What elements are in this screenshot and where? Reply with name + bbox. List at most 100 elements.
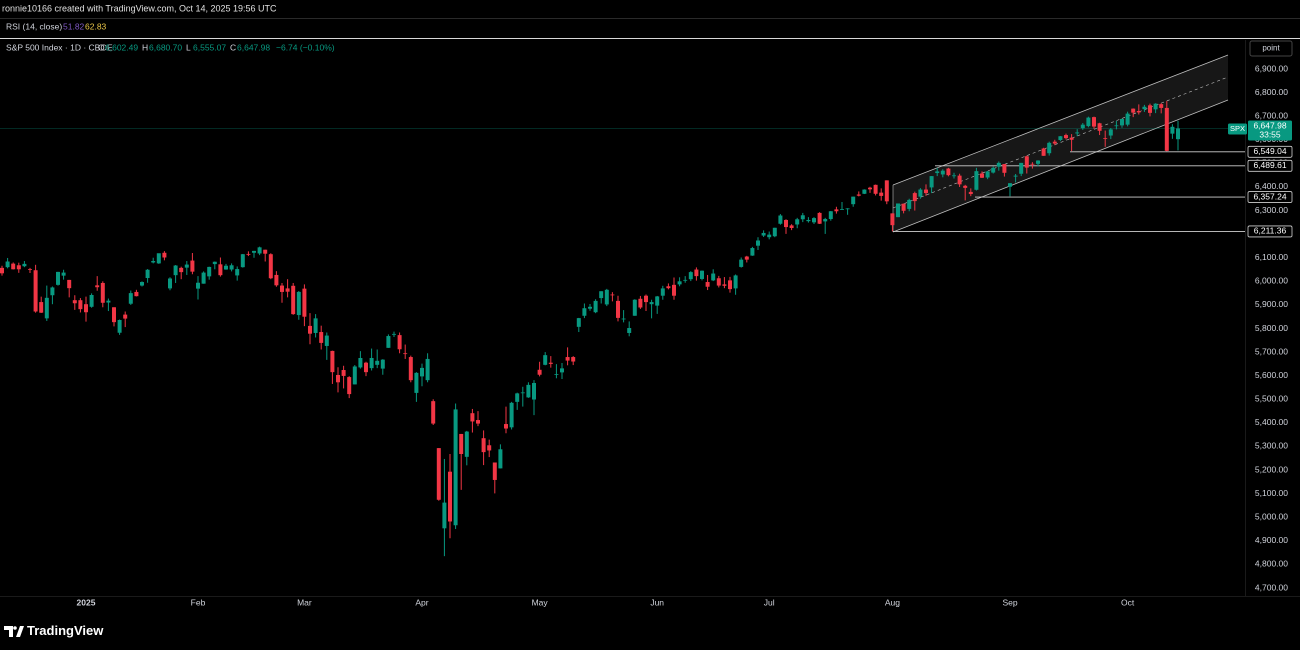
point-button-label[interactable]: point xyxy=(1262,44,1280,53)
legend-key: H xyxy=(142,42,148,52)
candle-body xyxy=(1114,125,1119,127)
candle-body xyxy=(632,299,637,316)
candle-body xyxy=(554,374,559,375)
candle-body xyxy=(257,247,262,254)
candle-body xyxy=(308,325,312,334)
candle-body xyxy=(739,259,744,267)
brand-logo xyxy=(4,626,24,637)
brand: TradingView xyxy=(4,623,104,638)
candle-body xyxy=(67,279,72,289)
candle-body xyxy=(481,438,486,453)
symbol-title: S&P 500 Index · 1D · CBOE xyxy=(6,42,113,52)
candle-body xyxy=(498,449,503,469)
candle-body xyxy=(319,332,324,343)
x-tick-label: Apr xyxy=(415,597,428,607)
candle-body xyxy=(974,171,979,190)
candle-body xyxy=(660,288,665,296)
candle-body xyxy=(924,189,928,194)
candle-body xyxy=(240,254,245,268)
candle-body xyxy=(313,318,318,333)
candle-body xyxy=(744,256,749,260)
candle-body xyxy=(414,372,419,393)
price-line-label: 6,489.61 xyxy=(1253,160,1286,170)
candle-body xyxy=(431,401,436,424)
ohlc-legend: O 6,602.49 H 6,680.70 L 6,555.07 C 6,647.98 −6.7… xyxy=(98,42,335,52)
x-tick-label: 2025 xyxy=(77,597,96,607)
candle-body xyxy=(1080,124,1085,129)
candle-body xyxy=(442,502,447,529)
candle-body xyxy=(526,384,531,398)
candle-body xyxy=(593,300,598,313)
candle-body xyxy=(246,253,251,255)
candle-body xyxy=(996,162,1001,167)
candle-body xyxy=(907,199,912,209)
candle-body xyxy=(39,302,44,313)
candle-body xyxy=(72,300,77,304)
candle-body xyxy=(929,176,934,188)
candle-body xyxy=(957,175,962,185)
candle-body xyxy=(509,402,514,428)
candle-body xyxy=(1092,117,1096,127)
candle-body xyxy=(476,420,480,424)
price-line-tag xyxy=(1247,191,1293,203)
candle-body xyxy=(117,320,122,333)
candle-body xyxy=(1159,104,1164,108)
candle-body xyxy=(156,253,161,264)
candle-body xyxy=(884,180,889,202)
candle-body xyxy=(212,261,217,265)
candle-body xyxy=(504,424,508,429)
candle-body xyxy=(548,362,553,364)
candle-body xyxy=(1176,128,1180,140)
candle-body xyxy=(151,261,156,263)
candle-body xyxy=(1030,163,1035,165)
candle-body xyxy=(0,267,5,274)
legend-change: −6.74 (−0.10%) xyxy=(276,42,335,52)
candle-body xyxy=(420,367,424,377)
y-tick-label: 6,800.00 xyxy=(1255,87,1288,97)
candle-body xyxy=(767,234,772,238)
candle-body xyxy=(386,336,391,348)
y-tick-label: 4,700.00 xyxy=(1255,582,1288,592)
x-tick-label: Feb xyxy=(191,597,206,607)
candle-body xyxy=(352,366,357,385)
candle-body xyxy=(392,333,396,335)
candle-body xyxy=(532,382,536,400)
candle-body xyxy=(28,269,32,270)
legend-key: O xyxy=(98,42,105,52)
candle-body xyxy=(683,279,688,281)
candle-body xyxy=(341,370,346,376)
candle-body xyxy=(1036,160,1040,164)
y-tick-label: 5,000.00 xyxy=(1255,511,1288,521)
candle-body xyxy=(397,335,402,350)
candle-body xyxy=(1148,105,1152,113)
candle-body xyxy=(252,250,256,253)
legend-value: 6,680.70 xyxy=(149,42,182,52)
candle-body xyxy=(347,377,352,395)
candle-body xyxy=(229,265,234,270)
candle-body xyxy=(145,269,150,279)
candle-body xyxy=(677,281,682,285)
x-tick-label: Sep xyxy=(1002,597,1017,607)
candle-body xyxy=(487,445,492,451)
candle-body xyxy=(873,184,878,194)
candles xyxy=(0,101,1180,557)
y-tick-label: 6,400.00 xyxy=(1255,181,1288,191)
candle-body xyxy=(750,248,755,256)
candle-body xyxy=(772,227,777,237)
symbol-tag xyxy=(1228,123,1247,135)
candle-body xyxy=(1136,110,1141,113)
y-tick-label: 5,100.00 xyxy=(1255,488,1288,498)
candle-body xyxy=(828,211,833,220)
candle-body xyxy=(604,289,609,305)
candle-body xyxy=(722,284,727,286)
candle-body xyxy=(1069,137,1074,140)
candle-body xyxy=(425,358,430,381)
candle-body xyxy=(756,240,760,246)
candle-body xyxy=(733,275,738,289)
candle-body xyxy=(711,273,716,281)
point-button[interactable] xyxy=(1249,40,1293,57)
indicator-value: 62.83 xyxy=(85,21,107,31)
candle-body xyxy=(778,215,783,224)
candle-body xyxy=(862,189,867,194)
candle-body xyxy=(1120,119,1124,126)
